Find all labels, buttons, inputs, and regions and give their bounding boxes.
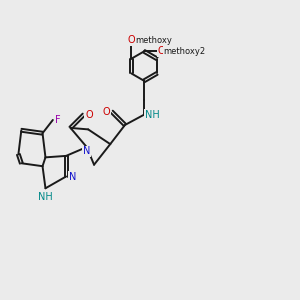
Text: N: N: [83, 146, 90, 157]
Text: methoxy2: methoxy2: [164, 47, 206, 56]
Text: methoxy: methoxy: [136, 36, 172, 45]
Text: NH: NH: [38, 191, 53, 202]
Text: O: O: [103, 107, 110, 117]
Text: O: O: [128, 35, 135, 46]
Text: O: O: [85, 110, 93, 120]
Text: O: O: [158, 46, 166, 56]
Text: N: N: [69, 172, 76, 182]
Text: F: F: [55, 115, 61, 125]
Text: NH: NH: [145, 110, 160, 120]
